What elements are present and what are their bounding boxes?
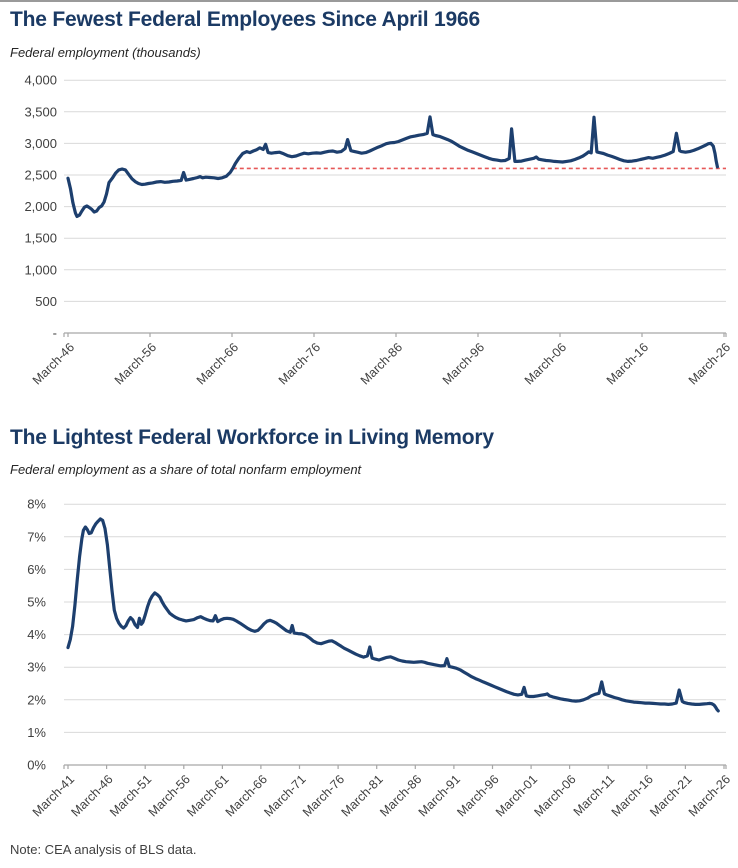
x-tick-labels: March-46 March-56 March-66 March-76 March-86… [30, 340, 733, 387]
y-tick-label: 3,000 [24, 136, 57, 151]
x-tick-label: March-76 [276, 340, 323, 387]
y-tick-label: 4% [27, 627, 46, 642]
x-tick-label: March-06 [531, 772, 578, 819]
x-tick-label: March-86 [358, 340, 405, 387]
x-tick-label: March-26 [686, 772, 733, 819]
x-tick-label: March-06 [522, 340, 569, 387]
y-gridlines [64, 503, 726, 733]
data-series-group [66, 115, 719, 218]
data-series-line [66, 517, 720, 713]
chart1-canvas: 4,0003,5003,0002,5002,0001,5001,000500-M… [24, 73, 733, 388]
y-tick-label: 7% [27, 529, 46, 544]
chart2-subtitle: Federal employment as a share of total n… [10, 462, 362, 477]
y-tick-labels: 4,000 3,500 3,000 2,500 2,000 1,500 1,000 500 - [24, 73, 57, 341]
y-tick-label: 500 [35, 294, 57, 309]
x-tick-label: March-96 [440, 340, 487, 387]
x-tick-label: March-66 [194, 340, 241, 387]
chart2-canvas: 8% 7% 6% 5% 4% 3% 2% 1% 0%March-41March-46March-… [27, 497, 733, 820]
y-gridlines [64, 79, 726, 302]
x-axis [63, 764, 727, 769]
source-note: Note: CEA analysis of BLS data. [10, 842, 197, 857]
data-series-group [66, 517, 720, 713]
x-tick-label: March-56 [112, 340, 159, 387]
chart1-title: The Fewest Federal Employees Since April… [10, 8, 480, 31]
y-tick-label: - [53, 326, 57, 341]
y-tick-label: 6% [27, 562, 46, 577]
chart1-subtitle: Federal employment (thousands) [10, 45, 201, 60]
x-tick-label: March-26 [686, 340, 733, 387]
screenshot-top-edge [0, 0, 738, 2]
y-tick-label: 0% [27, 758, 46, 773]
y-tick-labels: 8% 7% 6% 5% 4% 3% 2% 1% 0% [27, 497, 46, 773]
y-tick-label: 2,500 [24, 168, 57, 183]
chart2-title: The Lightest Federal Workforce in Living… [10, 426, 494, 449]
x-tick-label: March-46 [30, 340, 77, 387]
y-tick-label: 1,000 [24, 262, 57, 277]
y-tick-label: 3,500 [24, 104, 57, 119]
data-series-line [66, 115, 719, 218]
y-tick-label: 3% [27, 660, 46, 675]
y-tick-label: 4,000 [24, 73, 57, 88]
y-tick-label: 8% [27, 497, 46, 512]
x-axis [63, 332, 727, 337]
y-tick-label: 2,000 [24, 199, 57, 214]
y-tick-label: 1% [27, 725, 46, 740]
y-tick-label: 2% [27, 692, 46, 707]
x-tick-label: March-16 [604, 340, 651, 387]
y-tick-label: 5% [27, 595, 46, 610]
x-tick-labels: March-41March-46March-51March-56March-61… [30, 772, 733, 819]
y-tick-label: 1,500 [24, 231, 57, 246]
